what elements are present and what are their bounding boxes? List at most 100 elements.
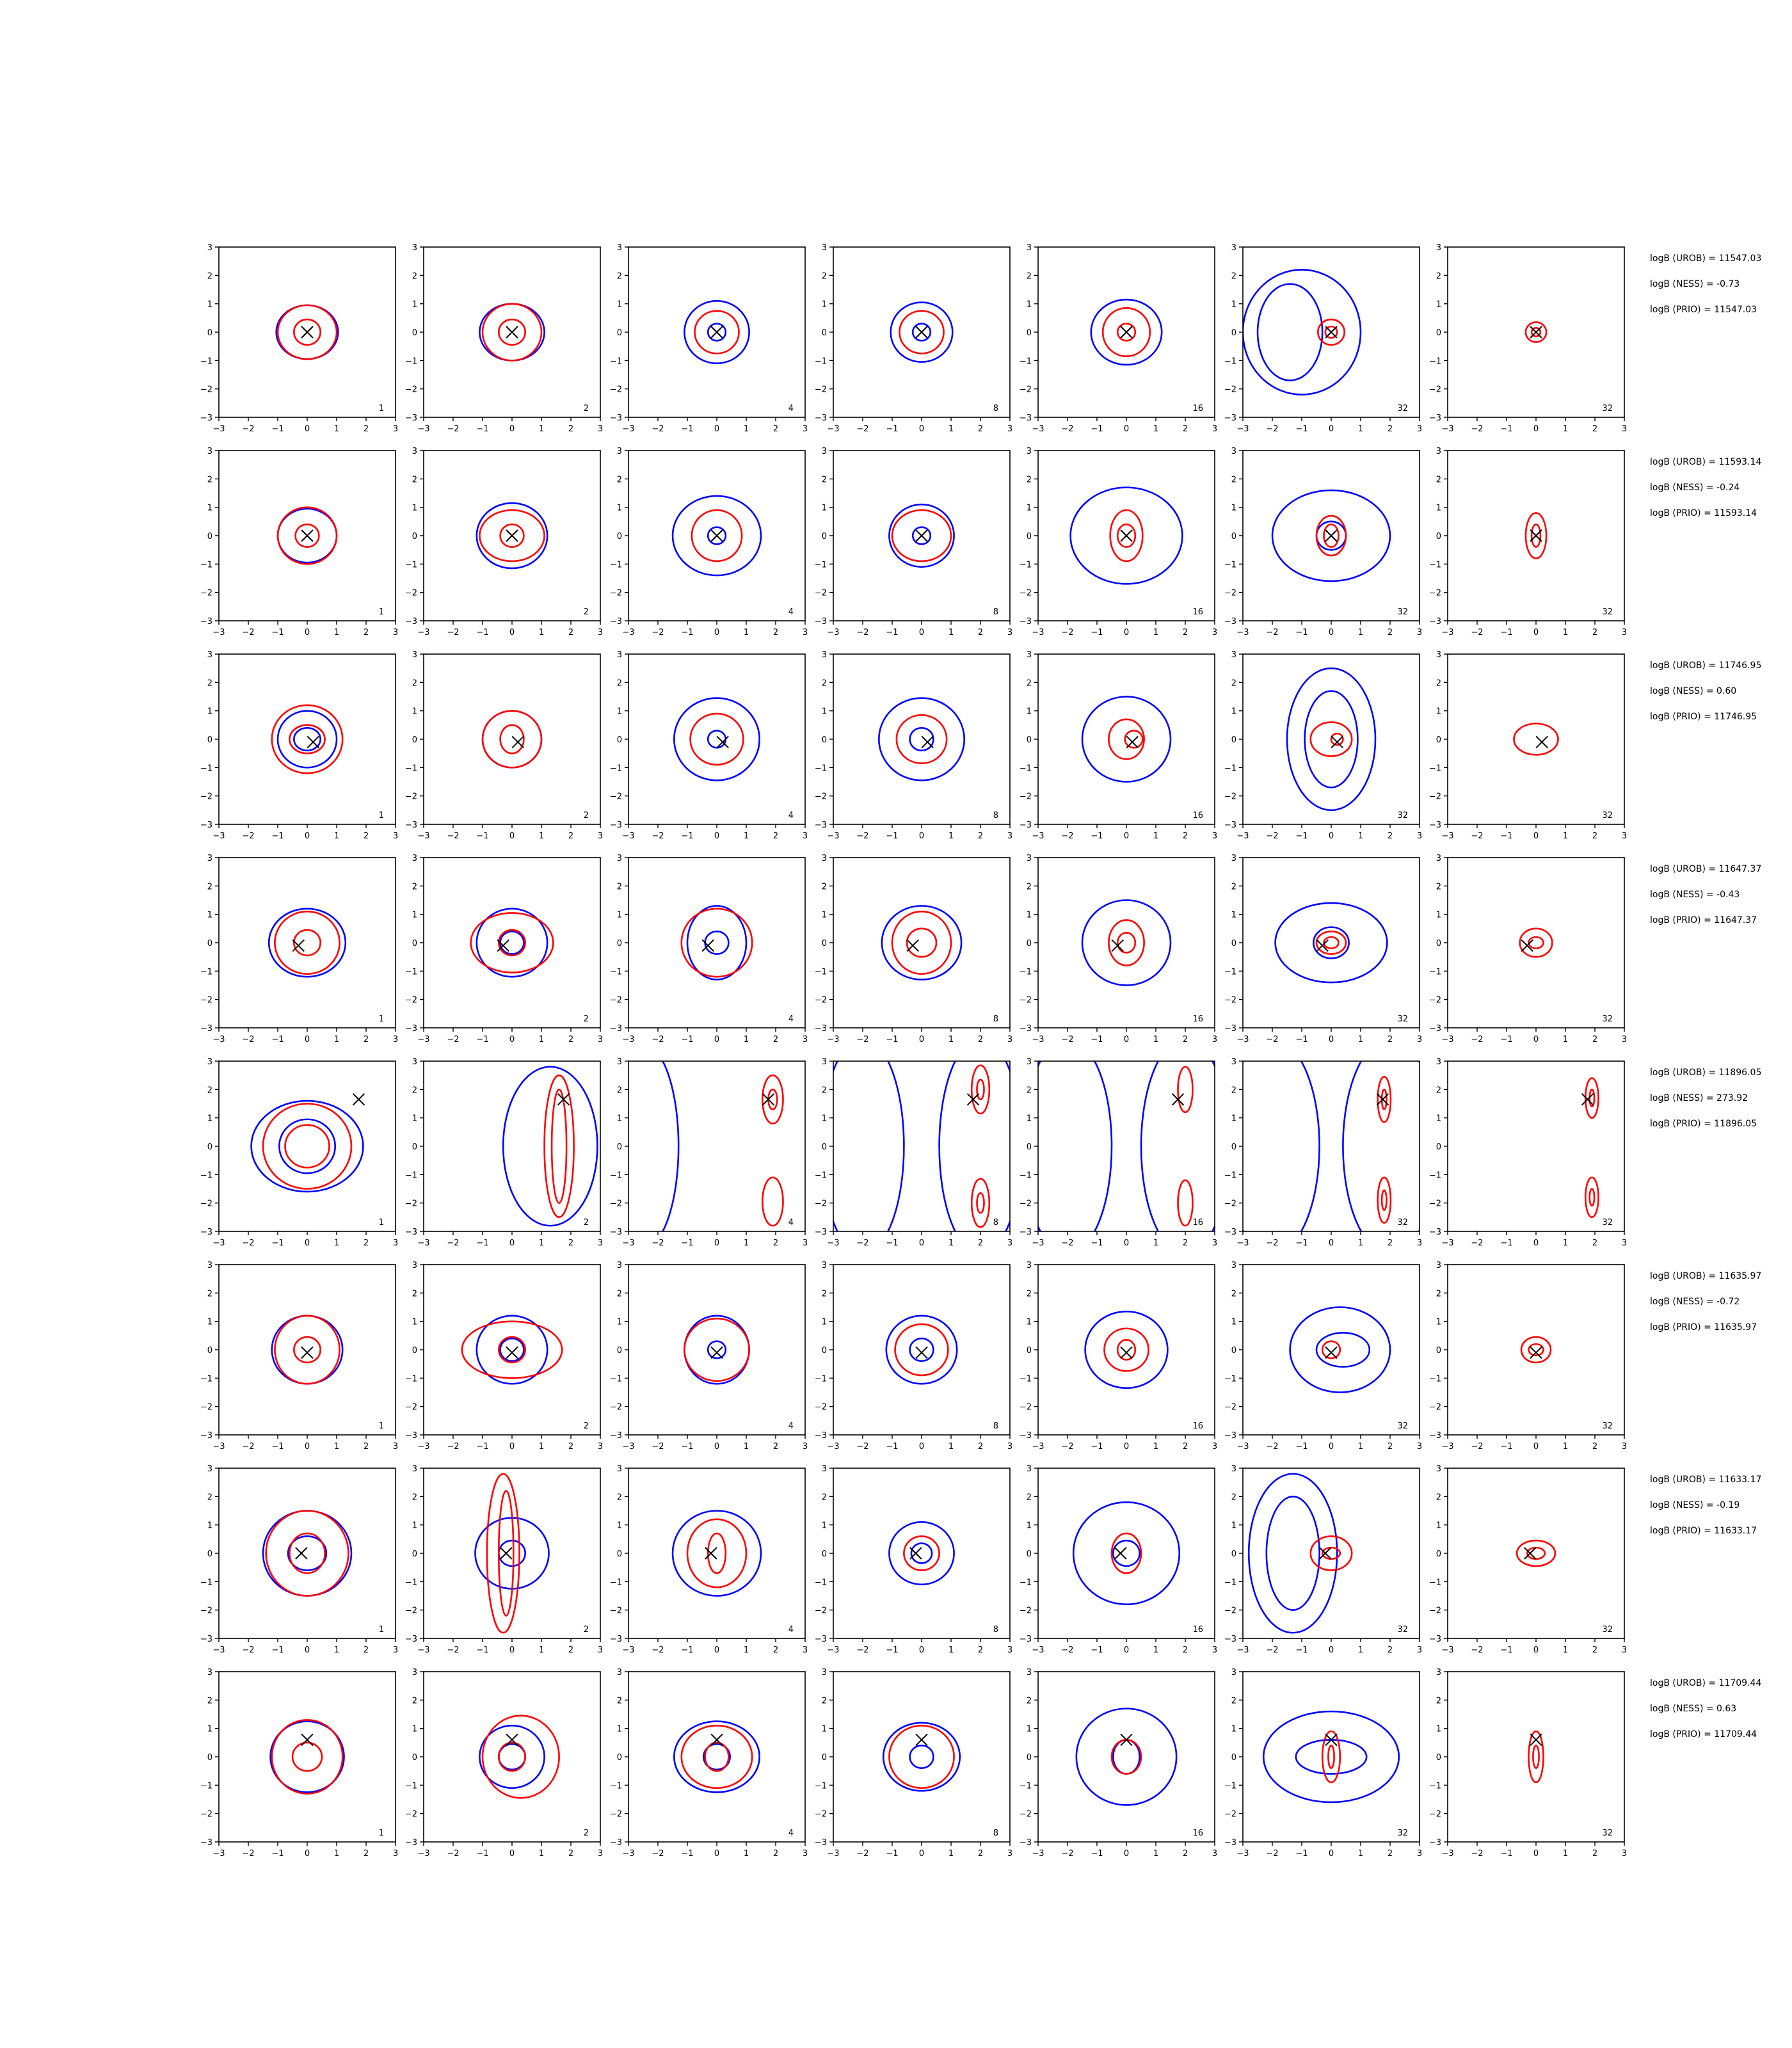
- y-tick-label: −1: [1429, 1578, 1441, 1587]
- x-marker: [1325, 1733, 1338, 1747]
- x-marker: [511, 735, 524, 749]
- blue-contour-1: [1038, 1061, 1113, 1231]
- y-tick-label: 2: [1027, 475, 1032, 484]
- red-contour-2: [1177, 1179, 1194, 1227]
- y-tick-label: −2: [200, 1606, 212, 1616]
- x-tick-label: −1: [1091, 1238, 1103, 1248]
- plot-area: [1247, 1473, 1353, 1634]
- red-contour-1: [276, 304, 338, 360]
- y-tick-label: 2: [207, 1696, 212, 1706]
- panel-r1-c3: −3−3 −2 −2 −1 −1 0 0 1 1 2 2 3 3 4: [610, 243, 808, 434]
- panel-r6-c3: −3−3 −2 −2 −1 −1 0 0 1 1 2 2 3 3 4: [610, 1261, 808, 1452]
- y-tick-label: −1: [1224, 356, 1236, 366]
- x-tick-label: −3: [1441, 1645, 1453, 1655]
- y-tick-label: 0: [412, 1142, 417, 1152]
- y-tick-label: 2: [1231, 475, 1236, 484]
- plot-area: [276, 506, 338, 565]
- red-contour-2: [704, 1741, 730, 1772]
- x-tick-label: 3: [598, 1238, 603, 1248]
- x-tick-label: 3: [1622, 1035, 1627, 1044]
- blue-contour-1: [1271, 489, 1391, 582]
- x-tick-label: 3: [803, 1035, 808, 1044]
- y-tick-label: −3: [1020, 1228, 1032, 1237]
- panel-iteration-label: 4: [788, 1014, 794, 1024]
- y-tick-label: 1: [207, 911, 212, 920]
- x-tick-label: −3: [827, 1035, 839, 1044]
- blue-contour-2: [911, 323, 932, 342]
- panel-r1-c7: −3−3 −2 −2 −1 −1 0 0 1 1 2 2 3 3 32: [1429, 243, 1627, 434]
- x-tick-label: 3: [803, 628, 808, 637]
- y-tick-label: 0: [617, 1549, 622, 1559]
- x-tick-label: 2: [1388, 424, 1393, 434]
- panel-r1-c6: −3−3 −2 −2 −1 −1 0 0 1 1 2 2 3 3 32: [1224, 243, 1422, 434]
- y-tick-label: 0: [412, 328, 417, 338]
- panel-iteration-label: 32: [1602, 1014, 1613, 1024]
- axes-frame: [1447, 857, 1625, 1028]
- x-tick-label: 0: [714, 831, 719, 841]
- blue-contour-2: [1313, 926, 1350, 959]
- x-tick-label: −1: [1091, 628, 1103, 637]
- plot-area: [1090, 298, 1163, 366]
- x-tick-label: −1: [1500, 1645, 1512, 1655]
- x-tick-label: −1: [1295, 628, 1308, 637]
- y-tick-label: −3: [200, 1228, 212, 1237]
- y-tick-label: −1: [815, 1171, 827, 1180]
- y-tick-label: 2: [1436, 1289, 1441, 1299]
- row-6: −3−3−2−2−1−1001122331−3−3−2−2−1−10011223…: [200, 1261, 1762, 1452]
- y-tick-label: 1: [1436, 911, 1441, 920]
- y-tick-label: 2: [822, 475, 827, 484]
- red-contour-2: [497, 318, 526, 346]
- red-contour-2: [1528, 936, 1544, 950]
- panel-iteration-label: 32: [1397, 811, 1408, 820]
- red-contour-3: [976, 1078, 985, 1101]
- panel-r8-c4: −3−3 −2 −2 −1 −1 0 0 1 1 2 2 3 3 8: [815, 1668, 1012, 1859]
- y-tick-label: 3: [1027, 243, 1032, 253]
- y-tick-label: 1: [1231, 1114, 1236, 1124]
- x-tick-label: 1: [1153, 1645, 1158, 1655]
- x-tick-label: 3: [1007, 1442, 1012, 1452]
- y-tick-label: −2: [815, 1606, 827, 1616]
- x-tick-label: −3: [1032, 1849, 1044, 1859]
- panel-iteration-label: 8: [993, 404, 998, 413]
- x-tick-label: 1: [1358, 1238, 1363, 1248]
- x-tick-label: −1: [271, 1442, 284, 1452]
- red-contour-1: [970, 1064, 991, 1115]
- y-tick-label: 0: [617, 1142, 622, 1152]
- panel-iteration-label: 32: [1602, 607, 1613, 617]
- blue-contour-1: [885, 1315, 958, 1385]
- y-tick-label: −2: [405, 996, 417, 1005]
- plot-area: [881, 905, 963, 980]
- x-tick-label: −2: [856, 1035, 868, 1044]
- x-tick-label: 1: [334, 628, 339, 637]
- panel-iteration-label: 8: [993, 1218, 998, 1228]
- red-contour-2: [1327, 1744, 1335, 1770]
- y-tick-label: −2: [815, 589, 827, 598]
- x-tick-label: 3: [1622, 628, 1627, 637]
- y-tick-label: 0: [822, 735, 827, 745]
- x-tick-label: 3: [393, 1849, 398, 1859]
- x-tick-label: −3: [1032, 1645, 1044, 1655]
- y-tick-label: −2: [1224, 792, 1236, 802]
- y-tick-label: −2: [1429, 589, 1441, 598]
- x-tick-label: 1: [948, 831, 954, 841]
- y-tick-label: 3: [822, 1261, 827, 1270]
- red-contour-1: [274, 1315, 340, 1385]
- x-tick-label: 2: [1388, 1035, 1393, 1044]
- blue-contour-2: [1304, 690, 1359, 788]
- x-tick-label: 2: [773, 1035, 778, 1044]
- x-tick-label: 1: [1153, 1035, 1158, 1044]
- x-tick-label: −1: [271, 1035, 284, 1044]
- panel-iteration-label: 1: [379, 1625, 384, 1635]
- y-tick-label: −2: [1429, 792, 1441, 802]
- blue-contour-2: [707, 730, 727, 749]
- x-marker: [1114, 1547, 1127, 1560]
- y-tick-label: 2: [1231, 271, 1236, 281]
- x-tick-label: −1: [476, 628, 488, 637]
- x-marker: [1111, 939, 1124, 952]
- panel-iteration-label: 2: [584, 404, 589, 413]
- x-tick-label: −1: [1091, 1849, 1103, 1859]
- logb-annotation: logB (NESS) = -0.72: [1650, 1297, 1740, 1307]
- y-tick-label: 2: [1231, 882, 1236, 892]
- y-tick-label: −3: [1429, 1838, 1441, 1848]
- y-tick-label: −2: [610, 1403, 622, 1412]
